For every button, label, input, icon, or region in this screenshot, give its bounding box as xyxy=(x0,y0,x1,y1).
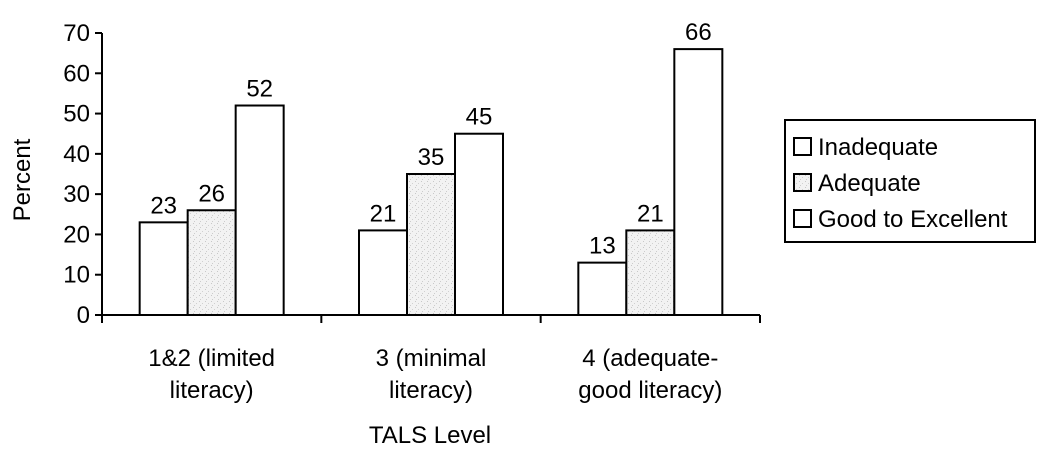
x-tick-label: 4 (adequate- xyxy=(582,345,718,372)
bar xyxy=(625,229,676,316)
x-tick-label: 3 (minimal xyxy=(376,345,487,372)
legend-box xyxy=(784,119,1036,243)
bar xyxy=(577,261,628,316)
bar xyxy=(454,132,504,316)
data-label: 26 xyxy=(198,180,225,207)
legend-swatch xyxy=(793,209,812,228)
y-tick-label: 30 xyxy=(63,181,90,208)
bar xyxy=(358,229,408,316)
y-tick-label: 50 xyxy=(63,101,90,128)
y-tick-label: 70 xyxy=(63,20,90,47)
bar xyxy=(234,104,285,316)
data-label: 52 xyxy=(246,76,273,103)
data-label: 23 xyxy=(150,192,177,219)
legend-swatch xyxy=(793,173,812,192)
y-axis-label: Percent xyxy=(9,138,36,221)
y-tick-label: 60 xyxy=(63,60,90,87)
legend-entry: Good to Excellent xyxy=(818,206,1008,233)
x-tick-label: literacy) xyxy=(170,377,254,404)
bar xyxy=(186,209,237,316)
x-axis-label: TALS Level xyxy=(369,422,491,449)
data-label: 45 xyxy=(466,104,493,131)
bar xyxy=(138,221,189,316)
y-tick-label: 10 xyxy=(63,262,90,289)
legend-swatch xyxy=(793,137,812,156)
data-label: 35 xyxy=(418,144,445,171)
legend-entry: Inadequate xyxy=(818,134,938,161)
x-tick-label: literacy) xyxy=(389,377,473,404)
y-tick-label: 20 xyxy=(63,221,90,248)
data-label: 66 xyxy=(685,19,712,46)
bar xyxy=(673,48,724,316)
data-label: 21 xyxy=(370,200,397,227)
y-tick-label: 40 xyxy=(63,141,90,168)
data-label: 21 xyxy=(637,200,664,227)
data-label: 13 xyxy=(589,233,616,260)
plot-area: 0 10 20 30 40 50 60 70 23 26 52 1&2 (limited literac… xyxy=(63,19,761,404)
legend-entry: Adequate xyxy=(818,170,921,197)
bar xyxy=(406,173,456,316)
y-tick-label: 0 xyxy=(77,302,90,329)
x-tick-label: 1&2 (limited xyxy=(148,345,275,372)
legend: Inadequate Adequate Good to Excellent xyxy=(784,119,1036,243)
x-tick-label: good literacy) xyxy=(578,377,722,404)
